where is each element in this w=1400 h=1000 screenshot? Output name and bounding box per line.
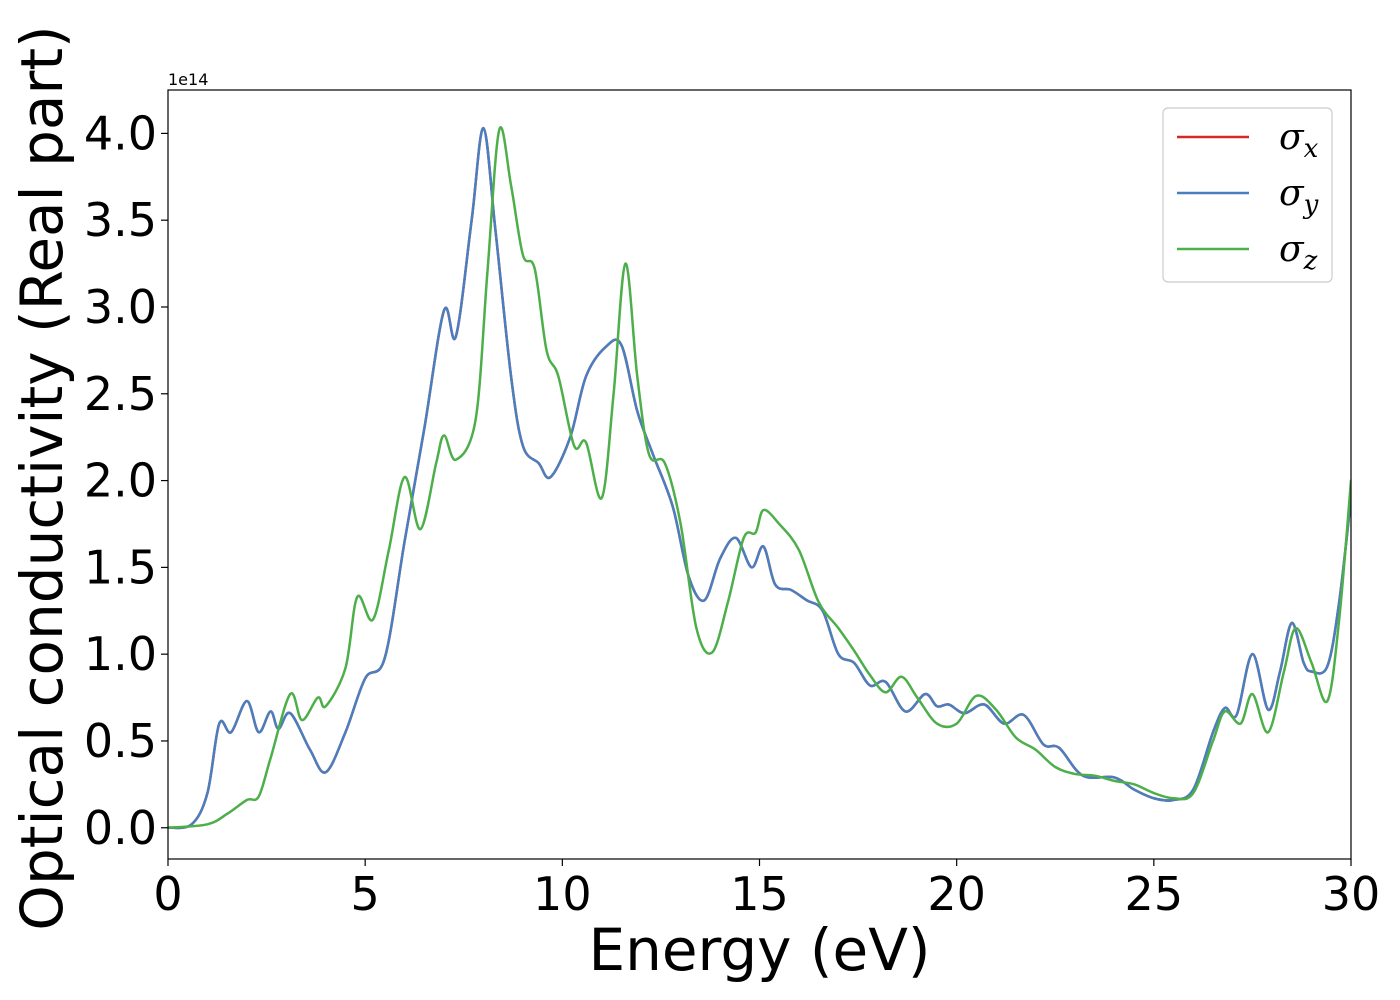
y-tick-label: 2.5 xyxy=(84,367,157,421)
y-tick-label: 0.0 xyxy=(84,801,157,855)
y-axis-title: Optical conductivity (Real part) xyxy=(8,25,76,930)
x-tick-label: 15 xyxy=(730,867,789,921)
x-tick-label: 5 xyxy=(351,867,380,921)
legend-label-sigma-y: σy xyxy=(1279,173,1319,220)
y-tick-label: 3.5 xyxy=(84,193,157,247)
y-tick-label: 4.0 xyxy=(84,106,157,160)
y-axis: 0.0 0.5 1.0 1.5 2.0 2.5 3.0 3.5 4.0 xyxy=(84,106,168,855)
series-layer xyxy=(168,126,1351,830)
plot-area xyxy=(168,90,1351,859)
legend-box xyxy=(1162,107,1333,283)
x-tick-label: 0 xyxy=(153,867,182,921)
y-tick-label: 2.0 xyxy=(84,454,157,508)
legend: σx σy σz xyxy=(1162,107,1333,283)
series-line-sigma-y xyxy=(168,126,1351,830)
x-tick-label: 20 xyxy=(927,867,986,921)
y-offset-label: 1e14 xyxy=(168,70,208,89)
y-tick-label: 1.5 xyxy=(84,540,157,594)
legend-label-sigma-z: σz xyxy=(1279,229,1318,276)
series-line-sigma-z xyxy=(168,126,1351,829)
x-axis-title: Energy (eV) xyxy=(588,916,930,984)
y-tick-label: 3.0 xyxy=(84,280,157,334)
x-tick-label: 30 xyxy=(1322,867,1381,921)
y-tick-label: 0.5 xyxy=(84,714,157,768)
x-tick-label: 10 xyxy=(533,867,592,921)
x-tick-label: 25 xyxy=(1125,867,1184,921)
y-tick-label: 1.0 xyxy=(84,627,157,681)
x-axis: 0 5 10 15 20 25 30 xyxy=(153,859,1380,921)
legend-label-sigma-x: σx xyxy=(1279,117,1319,164)
